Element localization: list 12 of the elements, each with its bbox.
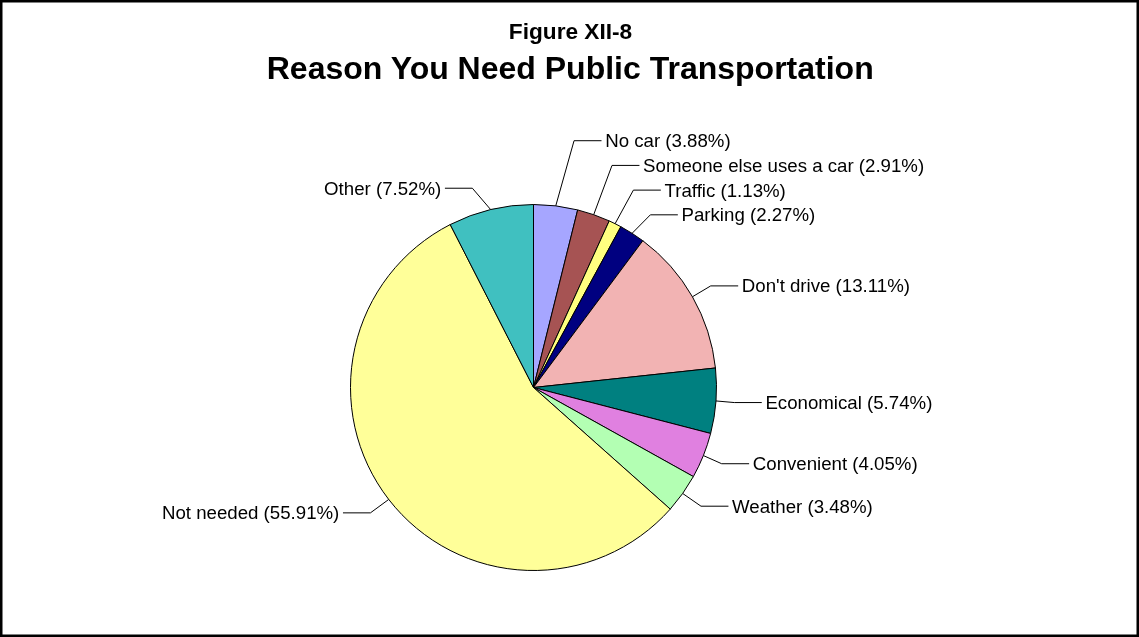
slice-label: Other (7.52%) — [324, 177, 442, 199]
chart-subtitle: Figure XII-8 — [508, 17, 633, 44]
slice-label: Convenient (4.05%) — [752, 453, 918, 475]
slice-label: No car (3.88%) — [605, 130, 731, 152]
slice-label: Don't drive (13.11%) — [741, 275, 910, 297]
slice-label: Weather (3.48%) — [732, 495, 873, 517]
slice-label: Economical (5.74%) — [765, 392, 933, 414]
slice-label: Not needed (55.91%) — [161, 502, 340, 524]
slice-label: Parking (2.27%) — [681, 204, 816, 226]
chart-title: Reason You Need Public Transportation — [266, 49, 874, 86]
slice-label: Traffic (1.13%) — [664, 179, 786, 201]
slice-label: Someone else uses a car (2.91%) — [643, 154, 925, 176]
